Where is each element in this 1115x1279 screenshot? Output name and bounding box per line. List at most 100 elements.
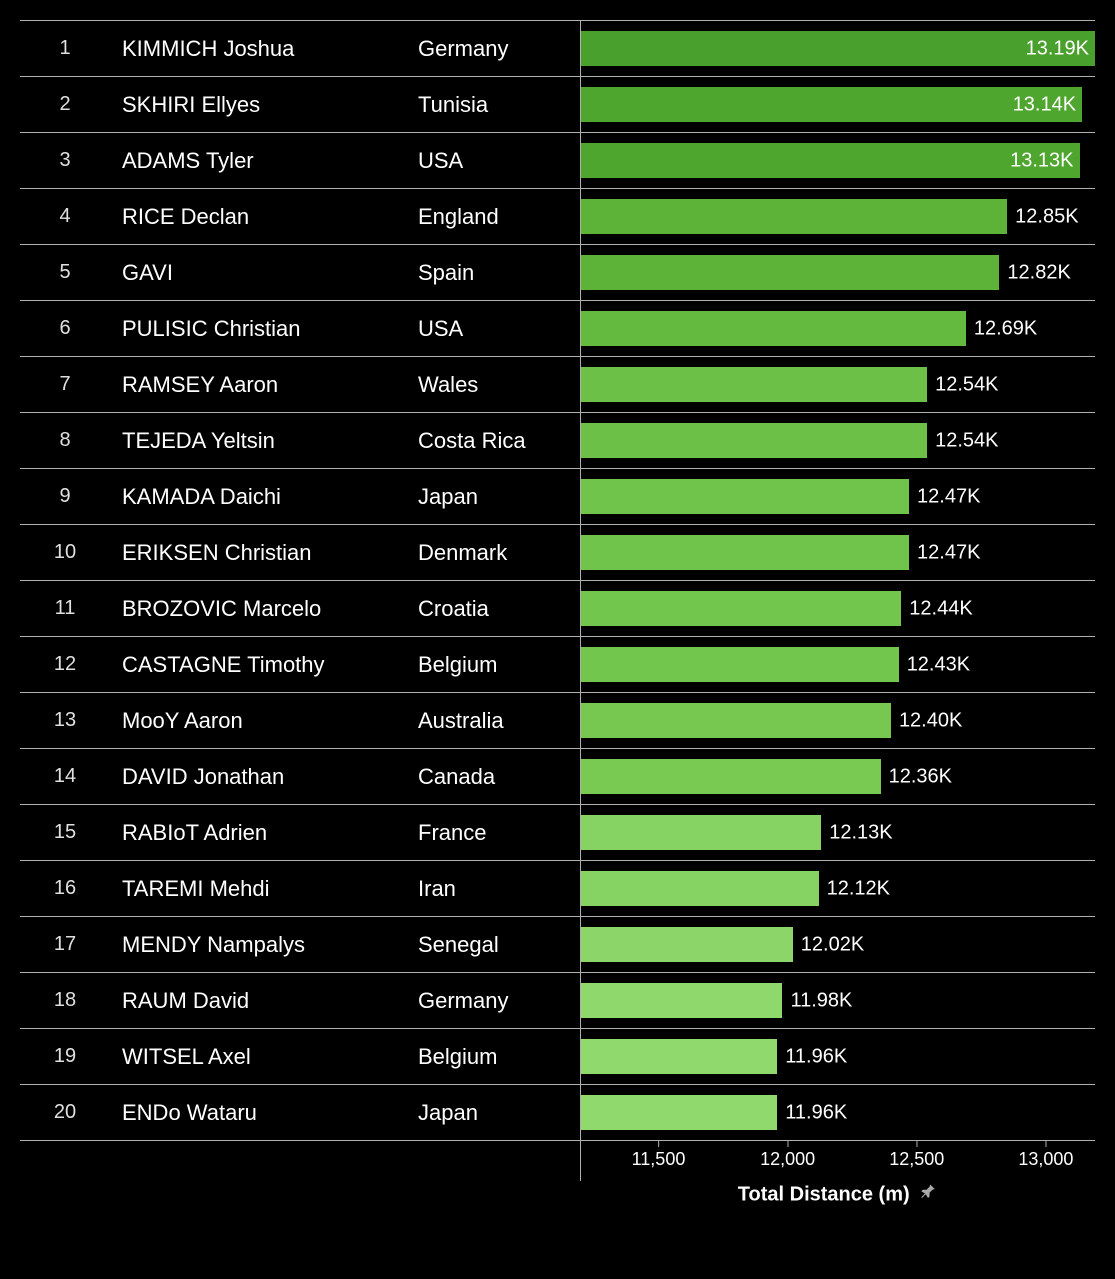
bar-cell: 12.44K	[580, 581, 1095, 636]
bar-value-label: 12.40K	[899, 709, 962, 732]
bar[interactable]	[581, 423, 927, 458]
axis-title-spacer	[20, 1183, 580, 1207]
table-row[interactable]: 6PULISIC ChristianUSA12.69K	[20, 301, 1095, 357]
country-cell: Denmark	[410, 525, 580, 580]
country-cell: Croatia	[410, 581, 580, 636]
bar-cell: 13.19K	[580, 21, 1095, 76]
bar-value-label: 12.82K	[1007, 261, 1070, 284]
tick-label: 12,500	[889, 1149, 944, 1170]
table-row[interactable]: 1KIMMICH JoshuaGermany13.19K	[20, 20, 1095, 77]
rank-cell: 6	[20, 301, 110, 356]
bar[interactable]	[581, 815, 821, 850]
bar-value-label: 12.47K	[917, 485, 980, 508]
bar-cell: 11.98K	[580, 973, 1095, 1028]
bar[interactable]: 13.19K	[581, 31, 1095, 66]
country-cell: Germany	[410, 973, 580, 1028]
bar[interactable]	[581, 927, 793, 962]
country-cell: France	[410, 805, 580, 860]
axis-tick: 12,000	[760, 1141, 815, 1170]
bar-cell: 12.54K	[580, 413, 1095, 468]
name-cell: PULISIC Christian	[110, 301, 410, 356]
bar[interactable]	[581, 871, 819, 906]
name-cell: MENDY Nampalys	[110, 917, 410, 972]
country-cell: USA	[410, 301, 580, 356]
table-row[interactable]: 17MENDY NampalysSenegal12.02K	[20, 917, 1095, 973]
rank-cell: 4	[20, 189, 110, 244]
table-row[interactable]: 2SKHIRI EllyesTunisia13.14K	[20, 77, 1095, 133]
rank-cell: 7	[20, 357, 110, 412]
table-row[interactable]: 16TAREMI MehdiIran12.12K	[20, 861, 1095, 917]
name-cell: CASTAGNE Timothy	[110, 637, 410, 692]
country-cell: Canada	[410, 749, 580, 804]
axis-tick: 11,500	[632, 1141, 686, 1170]
bar-cell: 12.36K	[580, 749, 1095, 804]
tick-label: 12,000	[760, 1149, 815, 1170]
table-row[interactable]: 13MooY AaronAustralia12.40K	[20, 693, 1095, 749]
table-row[interactable]: 3ADAMS TylerUSA13.13K	[20, 133, 1095, 189]
bar[interactable]	[581, 535, 909, 570]
axis-spacer	[20, 1141, 580, 1181]
table-row[interactable]: 5GAVISpain12.82K	[20, 245, 1095, 301]
bar[interactable]	[581, 647, 899, 682]
table-row[interactable]: 14DAVID JonathanCanada12.36K	[20, 749, 1095, 805]
bar-cell: 12.40K	[580, 693, 1095, 748]
axis-tick: 12,500	[889, 1141, 944, 1170]
table-row[interactable]: 19WITSEL AxelBelgium11.96K	[20, 1029, 1095, 1085]
bar-cell: 11.96K	[580, 1029, 1095, 1084]
name-cell: RABIoT Adrien	[110, 805, 410, 860]
bar[interactable]: 13.13K	[581, 143, 1080, 178]
bar[interactable]	[581, 1039, 777, 1074]
bar-value-label: 11.96K	[785, 1101, 847, 1124]
rank-cell: 3	[20, 133, 110, 188]
rank-cell: 15	[20, 805, 110, 860]
table-row[interactable]: 10ERIKSEN ChristianDenmark12.47K	[20, 525, 1095, 581]
table-row[interactable]: 18RAUM DavidGermany11.98K	[20, 973, 1095, 1029]
country-cell: Iran	[410, 861, 580, 916]
pin-icon[interactable]	[919, 1183, 937, 1207]
bar-value-label: 12.47K	[917, 541, 980, 564]
name-cell: ADAMS Tyler	[110, 133, 410, 188]
table-row[interactable]: 20ENDo WataruJapan11.96K	[20, 1085, 1095, 1141]
axis-tick: 13,000	[1018, 1141, 1073, 1170]
bar-cell: 12.69K	[580, 301, 1095, 356]
bar[interactable]	[581, 703, 891, 738]
table-row[interactable]: 4RICE DeclanEngland12.85K	[20, 189, 1095, 245]
country-cell: England	[410, 189, 580, 244]
bar[interactable]	[581, 479, 909, 514]
bar-value-label: 12.43K	[907, 653, 970, 676]
table-row[interactable]: 11BROZOVIC MarceloCroatia12.44K	[20, 581, 1095, 637]
rank-cell: 19	[20, 1029, 110, 1084]
bar-cell: 12.12K	[580, 861, 1095, 916]
rank-cell: 1	[20, 21, 110, 76]
bar-cell: 12.82K	[580, 245, 1095, 300]
name-cell: MooY Aaron	[110, 693, 410, 748]
bar[interactable]: 13.14K	[581, 87, 1082, 122]
bar[interactable]	[581, 983, 782, 1018]
bar-cell: 12.43K	[580, 637, 1095, 692]
bar[interactable]	[581, 1095, 777, 1130]
bar[interactable]	[581, 311, 966, 346]
country-cell: Japan	[410, 1085, 580, 1140]
bar-value-label: 12.54K	[935, 373, 998, 396]
table-row[interactable]: 7RAMSEY AaronWales12.54K	[20, 357, 1095, 413]
country-cell: Spain	[410, 245, 580, 300]
bar[interactable]	[581, 591, 901, 626]
bar[interactable]	[581, 255, 999, 290]
tick-line	[658, 1141, 659, 1147]
bar[interactable]	[581, 759, 881, 794]
rank-cell: 2	[20, 77, 110, 132]
bar-value-label: 12.02K	[801, 933, 864, 956]
bar-value-label: 12.44K	[909, 597, 972, 620]
axis-title: Total Distance (m)	[580, 1183, 1095, 1207]
table-row[interactable]: 15RABIoT AdrienFrance 12.13K	[20, 805, 1095, 861]
table-row[interactable]: 8TEJEDA YeltsinCosta Rica12.54K	[20, 413, 1095, 469]
bar[interactable]	[581, 199, 1007, 234]
bar-value-label: 12.13K	[829, 821, 892, 844]
bar-value-label: 13.19K	[1026, 37, 1089, 60]
country-cell: Belgium	[410, 1029, 580, 1084]
table-row[interactable]: 12CASTAGNE TimothyBelgium12.43K	[20, 637, 1095, 693]
bar[interactable]	[581, 367, 927, 402]
table-row[interactable]: 9KAMADA DaichiJapan12.47K	[20, 469, 1095, 525]
name-cell: RAMSEY Aaron	[110, 357, 410, 412]
name-cell: RAUM David	[110, 973, 410, 1028]
